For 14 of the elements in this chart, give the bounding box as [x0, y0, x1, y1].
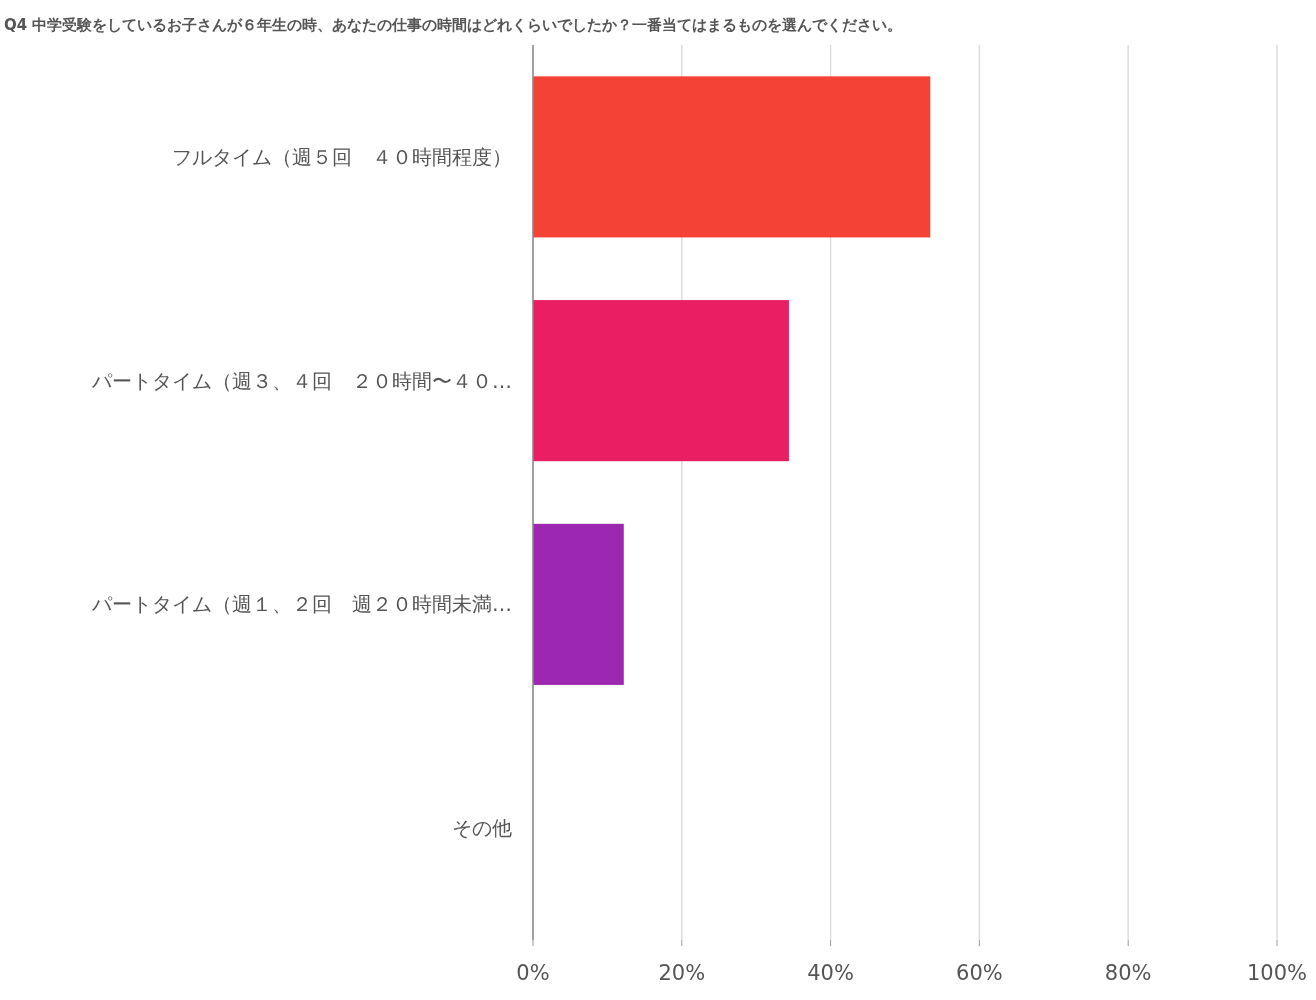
x-tick-label: 20%	[658, 961, 706, 985]
y-tick-label: フルタイム（週５回 ４０時間程度）	[172, 144, 512, 169]
bar	[533, 76, 931, 238]
x-tick-label: 0%	[516, 961, 550, 985]
x-tick-label: 100%	[1246, 961, 1308, 985]
y-tick-label: パートタイム（週３、４回 ２０時間〜４０…	[91, 368, 512, 393]
y-tick-label: パートタイム（週１、２回 週２０時間未満…	[91, 592, 512, 617]
bar	[533, 523, 624, 685]
x-tick-label: 40%	[807, 961, 854, 985]
x-tick-label: 80%	[1104, 961, 1152, 985]
chart-title: Q4 中学受験をしているお子さんが６年生の時、あなたの仕事の時間はどれくらいでしたか？一番当てはまるものを選んでください。	[4, 16, 903, 34]
x-tick-label: 60%	[956, 961, 1003, 985]
bar	[533, 300, 789, 462]
y-tick-label: その他	[452, 816, 512, 841]
